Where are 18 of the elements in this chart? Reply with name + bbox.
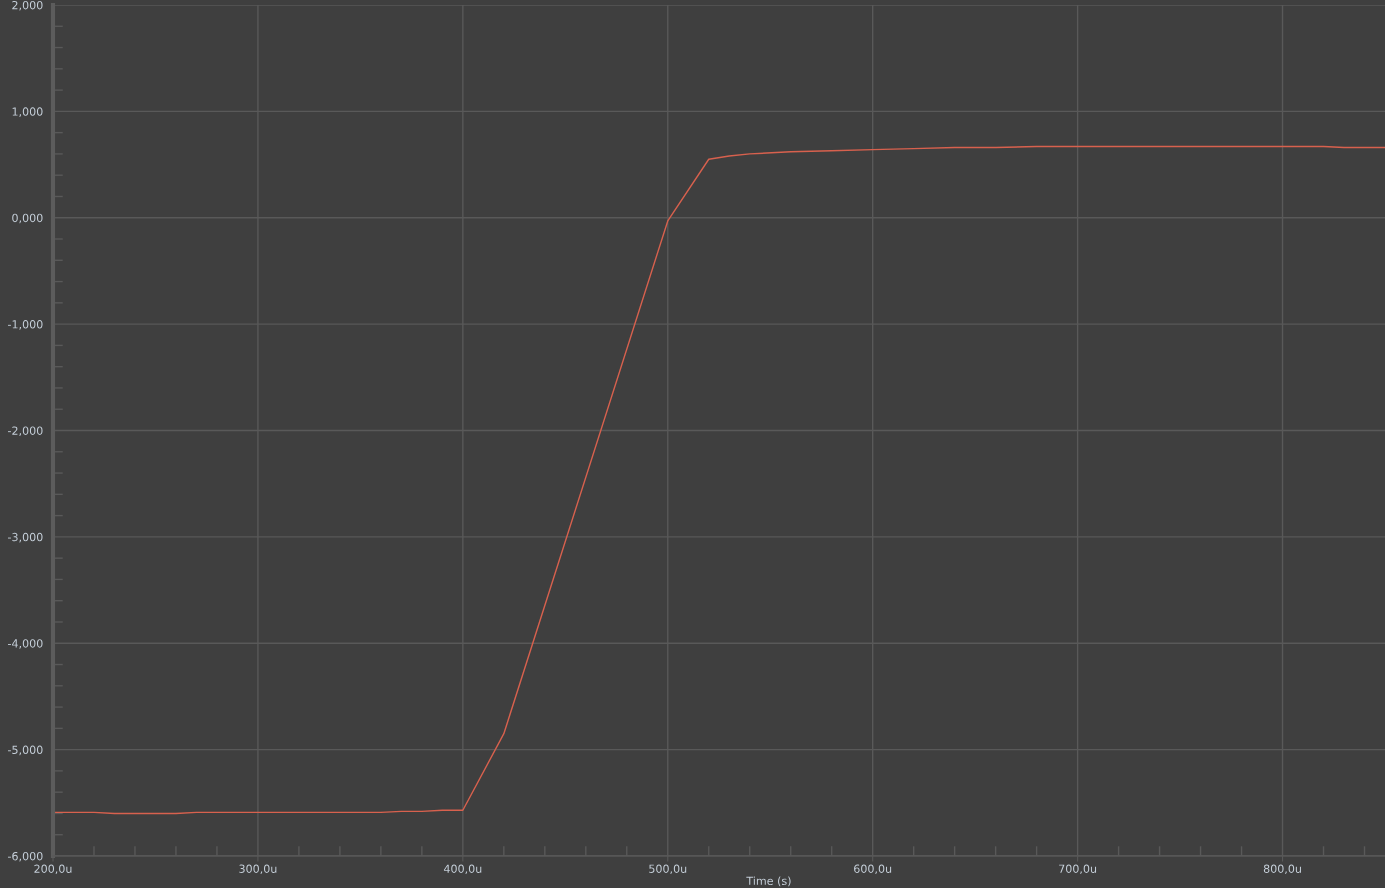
x-tick-label: 800,0u xyxy=(1263,864,1301,875)
y-tick-label: 2,000 xyxy=(12,0,43,11)
y-tick-label: 1,000 xyxy=(12,107,43,117)
x-tick-label: 700,0u xyxy=(1059,864,1097,875)
y-tick-label: -1,000 xyxy=(8,320,43,330)
y-tick-label: -5,000 xyxy=(8,745,43,756)
x-tick-label: 300,0u xyxy=(239,864,277,875)
x-tick-label: 200,0u xyxy=(34,864,72,875)
line-series xyxy=(53,145,1385,815)
x-tick-label: 600,0u xyxy=(854,864,892,875)
y-tick-label: -4,000 xyxy=(8,639,43,649)
y-tick-label: 0,000 xyxy=(12,213,43,224)
x-tick-label: 400,0u xyxy=(443,864,482,875)
y-tick-label: -6,000 xyxy=(8,851,43,862)
x-tick-label: 500,0u xyxy=(649,864,687,875)
y-tick-label: -3,000 xyxy=(8,532,43,543)
x-axis-title: Time (s) xyxy=(746,876,791,887)
y-tick-label: -2,000 xyxy=(8,426,43,437)
